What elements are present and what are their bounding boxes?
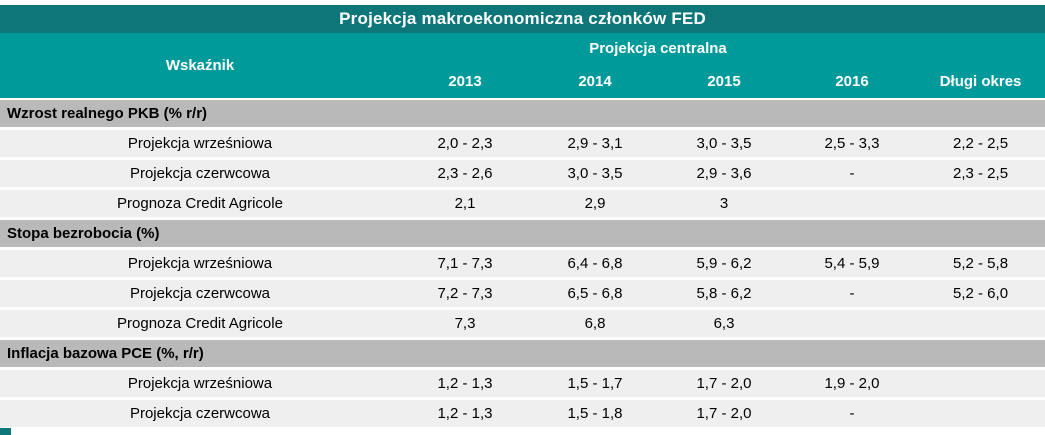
value-cell: 1,7 - 2,0 <box>660 368 788 400</box>
projection-table: Projekcja makroekonomiczna członków FED … <box>0 5 1045 430</box>
value-cell: 2,9 <box>530 188 660 220</box>
row-label: Projekcja wrześniowa <box>0 248 400 280</box>
value-cell: 5,2 - 6,0 <box>916 278 1045 310</box>
value-cell: - <box>788 158 916 190</box>
column-header-2014: 2014 <box>530 64 660 99</box>
value-cell: 6,4 - 6,8 <box>530 248 660 280</box>
value-cell: 2,2 - 2,5 <box>916 128 1045 160</box>
value-cell: 5,9 - 6,2 <box>660 248 788 280</box>
row-label: Projekcja czerwcowa <box>0 398 400 430</box>
value-cell: 1,2 - 1,3 <box>400 398 530 430</box>
section-title: Wzrost realnego PKB (% r/r) <box>0 99 1045 130</box>
value-cell: 1,5 - 1,7 <box>530 368 660 400</box>
table-title: Projekcja makroekonomiczna członków FED <box>0 5 1045 33</box>
column-group-central-projection: Projekcja centralna <box>400 33 916 64</box>
value-cell <box>916 188 1045 220</box>
header-group-row: Wskaźnik Projekcja centralna <box>0 33 1045 99</box>
section-title: Stopa bezrobocia (%) <box>0 218 1045 250</box>
title-row: Projekcja makroekonomiczna członków FED <box>0 5 1045 33</box>
value-cell: 7,1 - 7,3 <box>400 248 530 280</box>
value-cell: 2,0 - 2,3 <box>400 128 530 160</box>
value-cell: 2,5 - 3,3 <box>788 128 916 160</box>
value-cell: 2,9 - 3,6 <box>660 158 788 190</box>
value-cell <box>916 398 1045 430</box>
value-cell <box>916 308 1045 340</box>
row-label: Projekcja wrześniowa <box>0 368 400 400</box>
value-cell: - <box>788 278 916 310</box>
table-row: Prognoza Credit Agricole 2,1 2,9 3 <box>0 188 1045 220</box>
value-cell: 5,2 - 5,8 <box>916 248 1045 280</box>
value-cell: - <box>788 398 916 430</box>
value-cell <box>788 188 916 220</box>
value-cell: 5,4 - 5,9 <box>788 248 916 280</box>
row-label: Prognoza Credit Agricole <box>0 308 400 340</box>
table-row: Prognoza Credit Agricole 7,3 6,8 6,3 <box>0 308 1045 340</box>
value-cell: 6,5 - 6,8 <box>530 278 660 310</box>
column-header-2015: 2015 <box>660 64 788 99</box>
value-cell: 1,9 - 2,0 <box>788 368 916 400</box>
table-row: Projekcja wrześniowa 7,1 - 7,3 6,4 - 6,8 5,… <box>0 248 1045 280</box>
value-cell: 1,7 - 2,0 <box>660 398 788 430</box>
section-row: Stopa bezrobocia (%) <box>0 218 1045 250</box>
value-cell: 3 <box>660 188 788 220</box>
section-row: Wzrost realnego PKB (% r/r) <box>0 99 1045 130</box>
column-header-indicator: Wskaźnik <box>0 33 400 99</box>
column-group-spacer <box>916 33 1045 64</box>
value-cell: 6,3 <box>660 308 788 340</box>
header-years-row: 2013 2014 2015 2016 Długi okres <box>0 64 1045 99</box>
value-cell: 6,8 <box>530 308 660 340</box>
value-cell <box>788 308 916 340</box>
table-row: Projekcja czerwcowa 7,2 - 7,3 6,5 - 6,8 5,8… <box>0 278 1045 310</box>
table-row: Projekcja czerwcowa 1,2 - 1,3 1,5 - 1,8 1,7… <box>0 398 1045 430</box>
row-label: Projekcja wrześniowa <box>0 128 400 160</box>
value-cell: 2,3 - 2,6 <box>400 158 530 190</box>
table-body: Wzrost realnego PKB (% r/r) Projekcja wrz… <box>0 99 1045 430</box>
value-cell: 1,2 - 1,3 <box>400 368 530 400</box>
value-cell: 5,8 - 6,2 <box>660 278 788 310</box>
section-row: Inflacja bazowa PCE (%, r/r) <box>0 338 1045 370</box>
value-cell: 3,0 - 3,5 <box>530 158 660 190</box>
value-cell <box>916 368 1045 400</box>
row-label: Projekcja czerwcowa <box>0 278 400 310</box>
row-label: Prognoza Credit Agricole <box>0 188 400 220</box>
value-cell: 7,3 <box>400 308 530 340</box>
value-cell: 2,3 - 2,5 <box>916 158 1045 190</box>
table-header: Projekcja makroekonomiczna członków FED … <box>0 5 1045 99</box>
row-label: Projekcja czerwcowa <box>0 158 400 190</box>
value-cell: 1,5 - 1,8 <box>530 398 660 430</box>
column-header-2013: 2013 <box>400 64 530 99</box>
column-header-2016: 2016 <box>788 64 916 99</box>
column-header-long-run: Długi okres <box>916 64 1045 99</box>
value-cell: 2,9 - 3,1 <box>530 128 660 160</box>
bottom-left-accent-mark <box>0 428 11 435</box>
value-cell: 3,0 - 3,5 <box>660 128 788 160</box>
table-row: Projekcja czerwcowa 2,3 - 2,6 3,0 - 3,5 2,9… <box>0 158 1045 190</box>
value-cell: 2,1 <box>400 188 530 220</box>
table-row: Projekcja wrześniowa 2,0 - 2,3 2,9 - 3,1 3,… <box>0 128 1045 160</box>
section-title: Inflacja bazowa PCE (%, r/r) <box>0 338 1045 370</box>
value-cell: 7,2 - 7,3 <box>400 278 530 310</box>
table-row: Projekcja wrześniowa 1,2 - 1,3 1,5 - 1,7 1,… <box>0 368 1045 400</box>
